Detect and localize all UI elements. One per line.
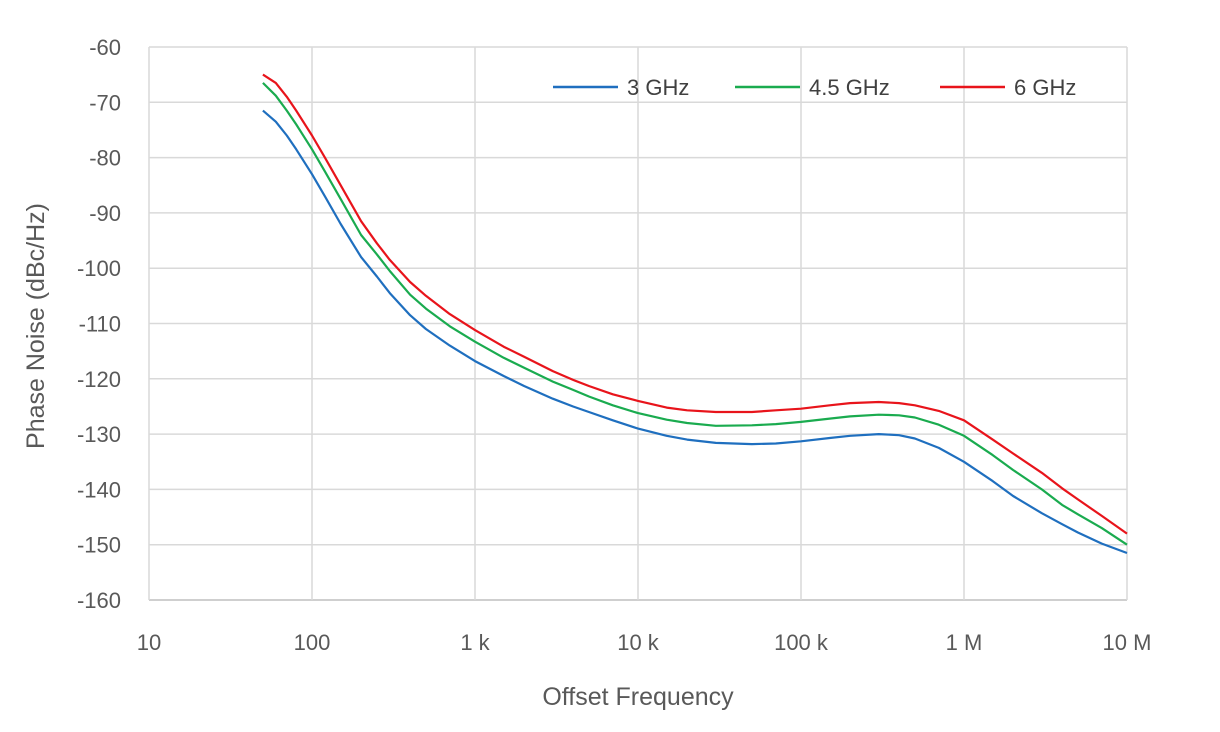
y-tick-label: -130 — [77, 422, 121, 447]
series-line-1 — [262, 82, 1128, 546]
y-tick-label: -110 — [79, 312, 121, 337]
x-tick-label: 10 — [137, 630, 161, 655]
x-tick-labels: 10 100 1 k 10 k 100 k 1 M 10 M — [137, 630, 1152, 655]
x-tick-label: 1 k — [460, 630, 490, 655]
y-tick-label: -70 — [89, 90, 121, 115]
series-line-0 — [262, 109, 1128, 555]
x-tick-label: 1 M — [946, 630, 983, 655]
y-tick-label: -140 — [77, 477, 121, 502]
y-tick-label: -60 — [89, 35, 121, 60]
legend-label: 3 GHz — [627, 75, 689, 100]
y-tick-label: -100 — [77, 256, 121, 281]
y-tick-labels: -60 -70 -80 -90 -100 -110 -120 -130 -140 -150 -160 — [77, 35, 121, 613]
y-tick-label: -80 — [89, 146, 121, 171]
x-tick-label: 10 k — [617, 630, 660, 655]
legend-label: 6 GHz — [1014, 75, 1076, 100]
x-tick-label: 10 M — [1103, 630, 1152, 655]
legend: 3 GHz 4.5 GHz 6 GHz — [553, 75, 1076, 100]
y-tick-label: -90 — [89, 201, 121, 226]
grid-lines — [148, 46, 1128, 601]
legend-label: 4.5 GHz — [809, 75, 890, 100]
x-tick-label: 100 — [294, 630, 331, 655]
x-axis-title: Offset Frequency — [542, 683, 734, 711]
y-tick-label: -150 — [77, 533, 121, 558]
y-tick-label: -120 — [77, 367, 121, 392]
series-line-2 — [262, 73, 1128, 535]
y-axis-title: Phase Noise (dBc/Hz) — [22, 203, 50, 449]
y-tick-label: -160 — [77, 588, 121, 613]
series-lines — [262, 73, 1128, 555]
x-tick-label: 100 k — [774, 630, 829, 655]
